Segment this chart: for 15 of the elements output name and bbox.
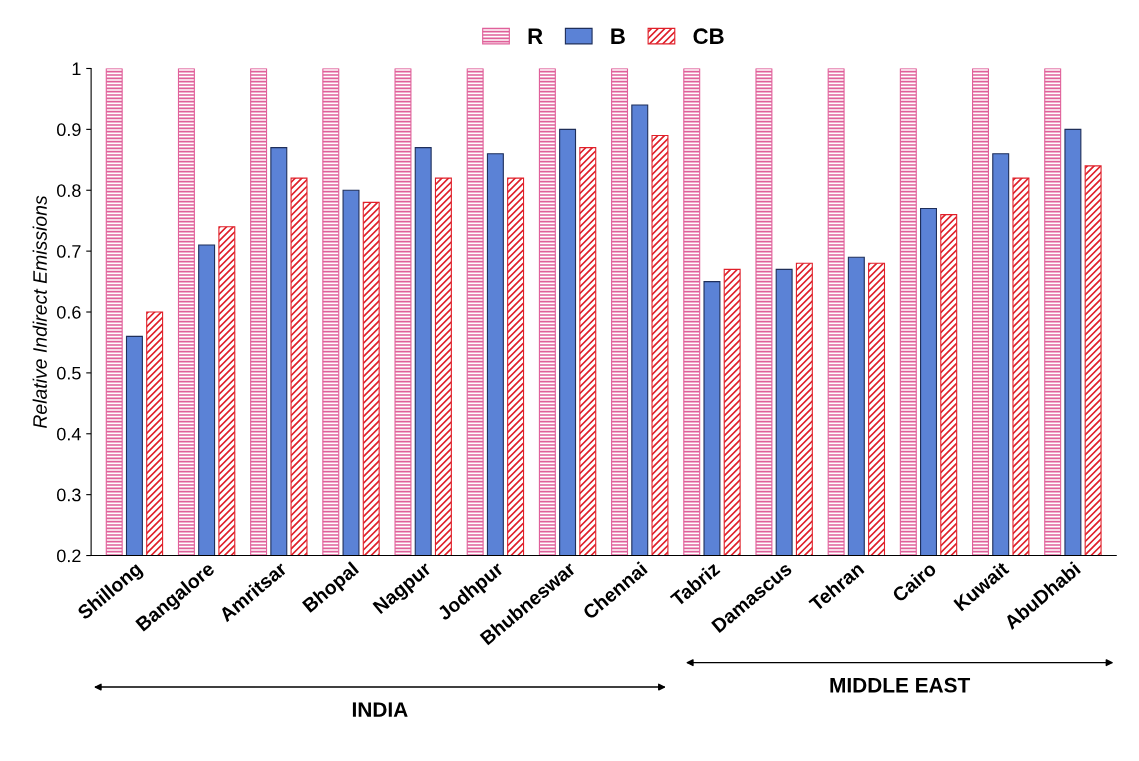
y-tick-label: 0.7 xyxy=(57,245,81,258)
legend-label: R xyxy=(528,28,543,44)
y-tick-label: 0.6 xyxy=(57,305,81,319)
legend-label: B xyxy=(611,28,625,44)
y-tick-label: 0.9 xyxy=(57,123,81,137)
y-tick-label: 0.2 xyxy=(57,549,81,563)
y-tick-label: 0.4 xyxy=(57,427,81,441)
text: INDIA xyxy=(352,702,408,717)
y-tick-label: 0.5 xyxy=(57,366,81,380)
text: MIDDLE EAST xyxy=(830,677,971,693)
y-tick-label: 0.3 xyxy=(57,488,81,502)
y-tick-label: 0.8 xyxy=(57,184,81,197)
y-axis-title: Relative Indirect Emissions xyxy=(32,195,47,429)
legend-label: CB xyxy=(693,28,724,45)
y-tick-label: 1 xyxy=(72,62,81,76)
